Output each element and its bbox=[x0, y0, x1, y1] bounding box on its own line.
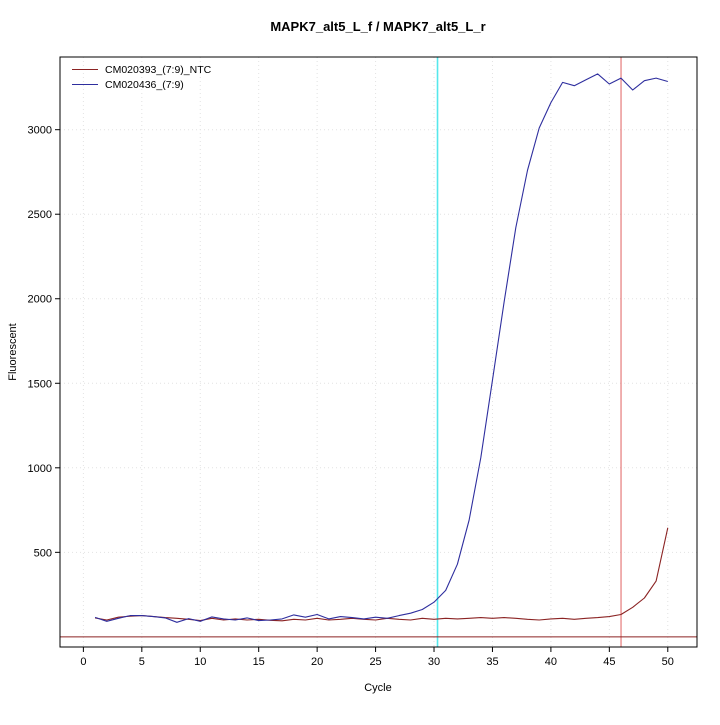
legend: CM020393_(7:9)_NTC CM020436_(7:9) bbox=[72, 63, 211, 91]
x-axis-label: Cycle bbox=[364, 682, 392, 694]
y-tick-label: 1500 bbox=[28, 378, 52, 390]
y-tick-label: 3000 bbox=[28, 125, 52, 137]
x-tick-label: 30 bbox=[428, 656, 440, 668]
x-tick-label: 50 bbox=[662, 656, 674, 668]
x-tick-label: 15 bbox=[253, 656, 265, 668]
legend-item-ntc: CM020393_(7:9)_NTC bbox=[72, 63, 211, 76]
legend-label-1: CM020436_(7:9) bbox=[105, 78, 184, 91]
series-line-0 bbox=[95, 527, 669, 622]
plot-box bbox=[59, 56, 698, 648]
x-tick-label: 45 bbox=[603, 656, 615, 668]
legend-swatch-0 bbox=[72, 69, 98, 70]
y-tick-label: 2500 bbox=[28, 209, 52, 221]
legend-label-0: CM020393_(7:9)_NTC bbox=[105, 63, 212, 76]
chart-title: MAPK7_alt5_L_f / MAPK7_alt5_L_r bbox=[270, 19, 485, 34]
y-tick-label: 2000 bbox=[28, 294, 52, 306]
x-tick-label: 10 bbox=[194, 656, 206, 668]
x-tick-label: 0 bbox=[80, 656, 86, 668]
x-tick-label: 5 bbox=[139, 656, 145, 668]
x-tick-label: 25 bbox=[369, 656, 381, 668]
y-tick-label: 1000 bbox=[28, 463, 52, 475]
y-tick-label: 500 bbox=[34, 547, 52, 559]
legend-swatch-1 bbox=[72, 84, 98, 85]
x-tick-label: 35 bbox=[486, 656, 498, 668]
series-line-1 bbox=[94, 73, 668, 623]
x-tick-label: 20 bbox=[311, 656, 323, 668]
legend-item-sample: CM020436_(7:9) bbox=[72, 78, 211, 91]
x-tick-label: 40 bbox=[545, 656, 557, 668]
y-axis-label: Fluorescent bbox=[7, 323, 19, 380]
